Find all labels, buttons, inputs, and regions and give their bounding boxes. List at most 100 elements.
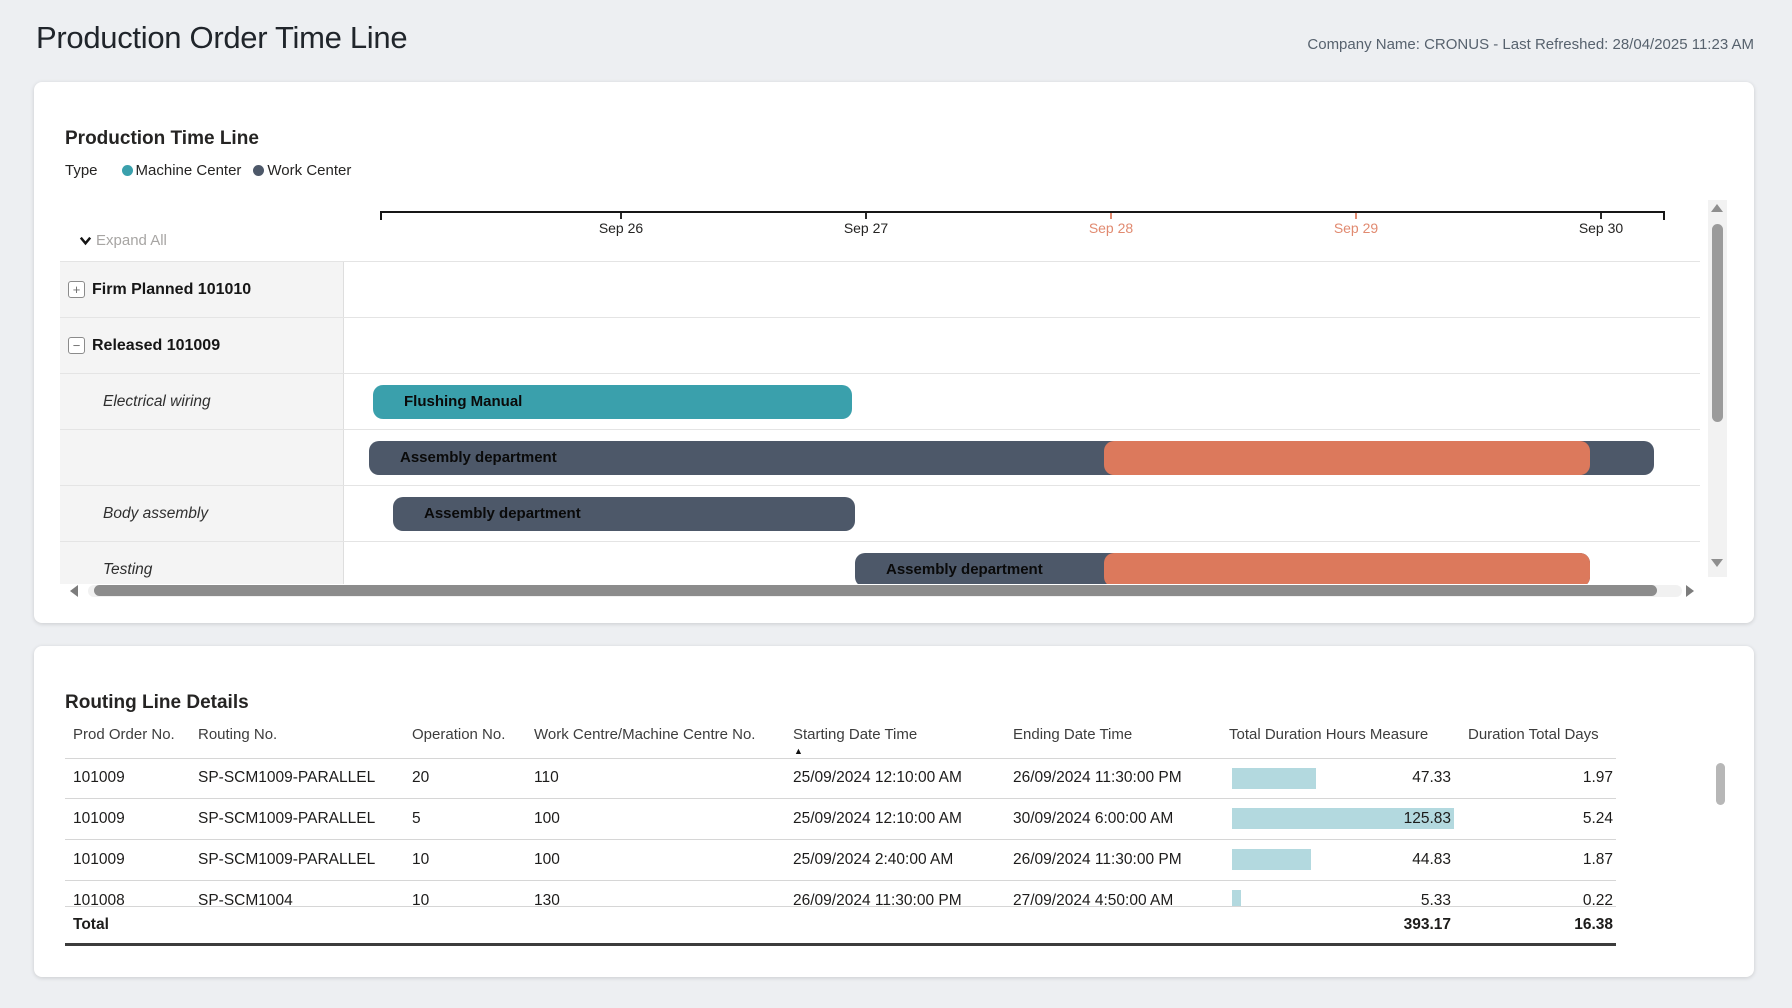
v-scrollbar-thumb[interactable] — [1712, 224, 1723, 422]
gantt-bar-label: Assembly department — [424, 505, 581, 522]
table-row: 101008 SP-SCM1004 10 130 26/09/2024 11:30:00… — [34, 880, 1754, 906]
expand-toggle-icon[interactable]: + — [68, 281, 85, 298]
hours-data-bar — [1232, 890, 1241, 906]
table-scrollbar-thumb[interactable] — [1716, 763, 1725, 805]
total-days: 16.38 — [1574, 916, 1613, 933]
scroll-down-arrow[interactable] — [1711, 559, 1723, 567]
cell-work-centre-machine-centre-no: 100 — [534, 851, 560, 868]
cell-prod-order-no: 101009 — [73, 769, 125, 786]
cell-prod-order-no: 101009 — [73, 851, 125, 868]
col-header-ending-date-time[interactable]: Ending Date Time — [1013, 726, 1133, 743]
scroll-right-arrow[interactable] — [1686, 585, 1694, 597]
row-separator — [65, 798, 1616, 799]
gantt-row-header: + Firm Planned 101010 — [60, 262, 344, 317]
col-header-operation-no[interactable]: Operation No. — [412, 726, 506, 743]
legend-item-label: Machine Center — [135, 162, 242, 179]
cell-hours: 47.33 — [1412, 769, 1451, 786]
axis-tick-label: Sep 27 — [843, 220, 889, 236]
hours-data-bar — [1232, 767, 1316, 789]
collapse-toggle-icon[interactable]: − — [68, 337, 85, 354]
total-hours: 393.17 — [1403, 916, 1451, 933]
cell-starting-date-time: 25/09/2024 2:40:00 AM — [793, 851, 954, 868]
cell-work-centre-machine-centre-no: 100 — [534, 810, 560, 827]
cell-prod-order-no: 101008 — [73, 892, 125, 906]
hours-data-bar — [1232, 849, 1311, 870]
legend-dot-icon — [121, 165, 133, 176]
cell-hours: 125.83 — [1403, 810, 1451, 827]
cell-days: 0.22 — [1582, 892, 1613, 906]
expand-all-button[interactable]: Expand All — [78, 232, 167, 249]
col-header-prod-order-no[interactable]: Prod Order No. — [73, 726, 175, 743]
h-scrollbar-thumb[interactable] — [94, 585, 1657, 596]
gantt-bar-assembly-department[interactable] — [393, 497, 855, 531]
gantt-group-label: Released 101009 — [92, 337, 221, 354]
gantt-task-label: Electrical wiring — [103, 393, 211, 410]
cell-ending-date-time: 26/09/2024 11:30:00 PM — [1013, 851, 1182, 868]
cell-days: 5.24 — [1582, 810, 1613, 827]
expand-all-label: Expand All — [96, 232, 167, 249]
gantt-row-electrical-wiring: Electrical wiring Flushing Manual — [60, 374, 1700, 430]
total-row: Total 393.17 16.38 — [34, 906, 1754, 943]
gantt-row-header: − Released 101009 — [60, 318, 344, 373]
cell-hours: 44.83 — [1412, 851, 1451, 868]
axis-tick — [1600, 213, 1602, 219]
table-row: 101009 SP-SCM1009-PARALLEL 20 110 25/09/2024… — [34, 758, 1754, 798]
axis-tick — [865, 213, 867, 219]
total-top-separator — [65, 906, 1616, 907]
col-header-work-centre-machine-centre-no[interactable]: Work Centre/Machine Centre No. — [534, 726, 756, 743]
gantt-group-label: Firm Planned 101010 — [92, 281, 252, 298]
col-header-total-duration-hours-measure[interactable]: Total Duration Hours Measure — [1229, 726, 1429, 743]
scroll-left-arrow[interactable] — [70, 585, 78, 597]
cell-routing-no: SP-SCM1009-PARALLEL — [198, 769, 376, 786]
legend-type-label: Type — [65, 162, 98, 179]
cell-days: 1.97 — [1582, 769, 1613, 786]
gantt-grid: + Firm Planned 101010− Released 101009 Elec… — [60, 261, 1700, 584]
cell-ending-date-time: 27/09/2024 4:50:00 AM — [1013, 892, 1174, 906]
gantt-row-row: Assembly department — [60, 430, 1700, 486]
chevron-down-icon — [79, 236, 92, 246]
axis-end-cap — [1663, 211, 1665, 220]
cell-starting-date-time: 26/09/2024 11:30:00 PM — [793, 892, 962, 906]
col-header-starting-date-time[interactable]: Starting Date Time — [793, 726, 918, 743]
legend-item-label: Work Center — [267, 162, 352, 179]
gantt-row-header — [60, 430, 344, 485]
cell-starting-date-time: 25/09/2024 12:10:00 AM — [793, 769, 962, 786]
refresh-info: Company Name: CRONUS - Last Refreshed: 2… — [1307, 36, 1754, 53]
gantt-row-header: Electrical wiring — [60, 374, 344, 429]
cell-ending-date-time: 30/09/2024 6:00:00 AM — [1013, 810, 1174, 827]
gantt-task-label: Testing — [103, 561, 153, 578]
scroll-up-arrow[interactable] — [1711, 204, 1723, 212]
table-row: 101009 SP-SCM1009-PARALLEL 5 100 25/09/2024 … — [34, 798, 1754, 839]
gantt-row-header: Body assembly — [60, 486, 344, 541]
cell-ending-date-time: 26/09/2024 11:30:00 PM — [1013, 769, 1182, 786]
axis-tick-label: Sep 30 — [1578, 220, 1624, 236]
cell-operation-no: 5 — [412, 810, 421, 827]
timeline-card: Production Time Line Type Machine Center… — [34, 82, 1754, 623]
weekend-overlay — [1104, 553, 1590, 584]
col-header-duration-total-days[interactable]: Duration Total Days — [1468, 726, 1599, 743]
total-label: Total — [73, 916, 109, 933]
cell-routing-no: SP-SCM1009-PARALLEL — [198, 851, 376, 868]
axis-tick-label: Sep 28 — [1088, 220, 1134, 236]
table-row: 101009 SP-SCM1009-PARALLEL 10 100 25/09/2024… — [34, 839, 1754, 880]
cell-hours: 5.33 — [1420, 892, 1451, 906]
axis-tick-label: Sep 26 — [598, 220, 644, 236]
gantt-row-header: Testing — [60, 542, 344, 584]
legend-dot-icon — [253, 165, 265, 176]
hours-data-bar — [1232, 808, 1454, 829]
cell-routing-no: SP-SCM1004 — [198, 892, 293, 906]
weekend-overlay — [1104, 441, 1590, 475]
gantt-row-firm-planned-101010: + Firm Planned 101010 — [60, 262, 1700, 318]
legend-item-work-center[interactable]: Work Center — [253, 162, 351, 179]
gantt-bar-flushing-manual[interactable] — [373, 385, 852, 419]
timeline-card-title: Production Time Line — [65, 127, 259, 149]
cell-days: 1.87 — [1582, 851, 1613, 868]
axis-tick-label: Sep 29 — [1333, 220, 1379, 236]
gantt-row-released-101009: − Released 101009 — [60, 318, 1700, 374]
gantt-row-body-assembly: Body assembly Assembly department — [60, 486, 1700, 542]
axis-tick — [1110, 213, 1112, 219]
legend-item-machine-center[interactable]: Machine Center — [121, 162, 242, 179]
col-header-routing-no[interactable]: Routing No. — [198, 726, 278, 743]
row-separator — [65, 880, 1616, 881]
details-card: Routing Line Details Prod Order No. Routi… — [34, 646, 1754, 977]
